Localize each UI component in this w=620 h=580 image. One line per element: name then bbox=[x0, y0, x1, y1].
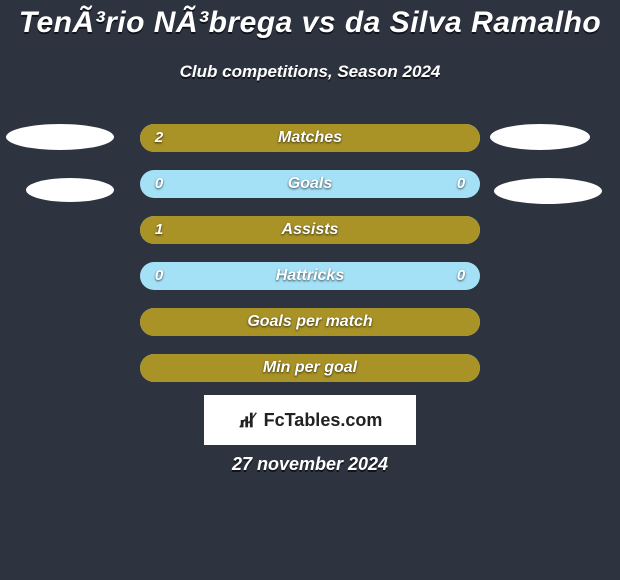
comparison-infographic: TenÃ³rio NÃ³brega vs da Silva Ramalho Cl… bbox=[0, 0, 620, 580]
stat-bar-value-right: 0 bbox=[446, 262, 476, 290]
stat-bar-value-left: 1 bbox=[144, 216, 174, 244]
subtitle: Club competitions, Season 2024 bbox=[0, 62, 620, 82]
stat-bar-value-left: 0 bbox=[144, 262, 174, 290]
player-photo-placeholder bbox=[6, 124, 114, 150]
footer-logo-box: FcTables.com bbox=[204, 395, 416, 445]
stat-bar: Matches2 bbox=[140, 124, 480, 152]
stat-bar-value-left: 2 bbox=[144, 124, 174, 152]
page-title: TenÃ³rio NÃ³brega vs da Silva Ramalho bbox=[0, 6, 620, 40]
footer-logo: FcTables.com bbox=[238, 409, 383, 431]
stat-bar: Goals per match bbox=[140, 308, 480, 336]
stat-bar: Goals0 0 bbox=[140, 170, 480, 198]
footer-logo-text: FcTables.com bbox=[264, 410, 383, 431]
player-photo-placeholder bbox=[494, 178, 602, 204]
stat-bar-label: Assists bbox=[140, 216, 480, 244]
player-photo-placeholder bbox=[26, 178, 114, 202]
stat-bar-value-left: 0 bbox=[144, 170, 174, 198]
stat-bar: Assists1 bbox=[140, 216, 480, 244]
player-photo-placeholder bbox=[490, 124, 590, 150]
stat-bar-label: Goals per match bbox=[140, 308, 480, 336]
stat-bar-label: Matches bbox=[140, 124, 480, 152]
footer-date: 27 november 2024 bbox=[0, 454, 620, 475]
stat-bar-label: Goals bbox=[140, 170, 480, 198]
chart-icon bbox=[238, 409, 260, 431]
stat-bar: Min per goal bbox=[140, 354, 480, 382]
stat-bar-label: Min per goal bbox=[140, 354, 480, 382]
stat-bar-label: Hattricks bbox=[140, 262, 480, 290]
stat-bars: Matches2Goals00Assists1Hattricks00Goals … bbox=[140, 124, 480, 400]
stat-bar-value-right: 0 bbox=[446, 170, 476, 198]
stat-bar: Hattricks0 0 bbox=[140, 262, 480, 290]
